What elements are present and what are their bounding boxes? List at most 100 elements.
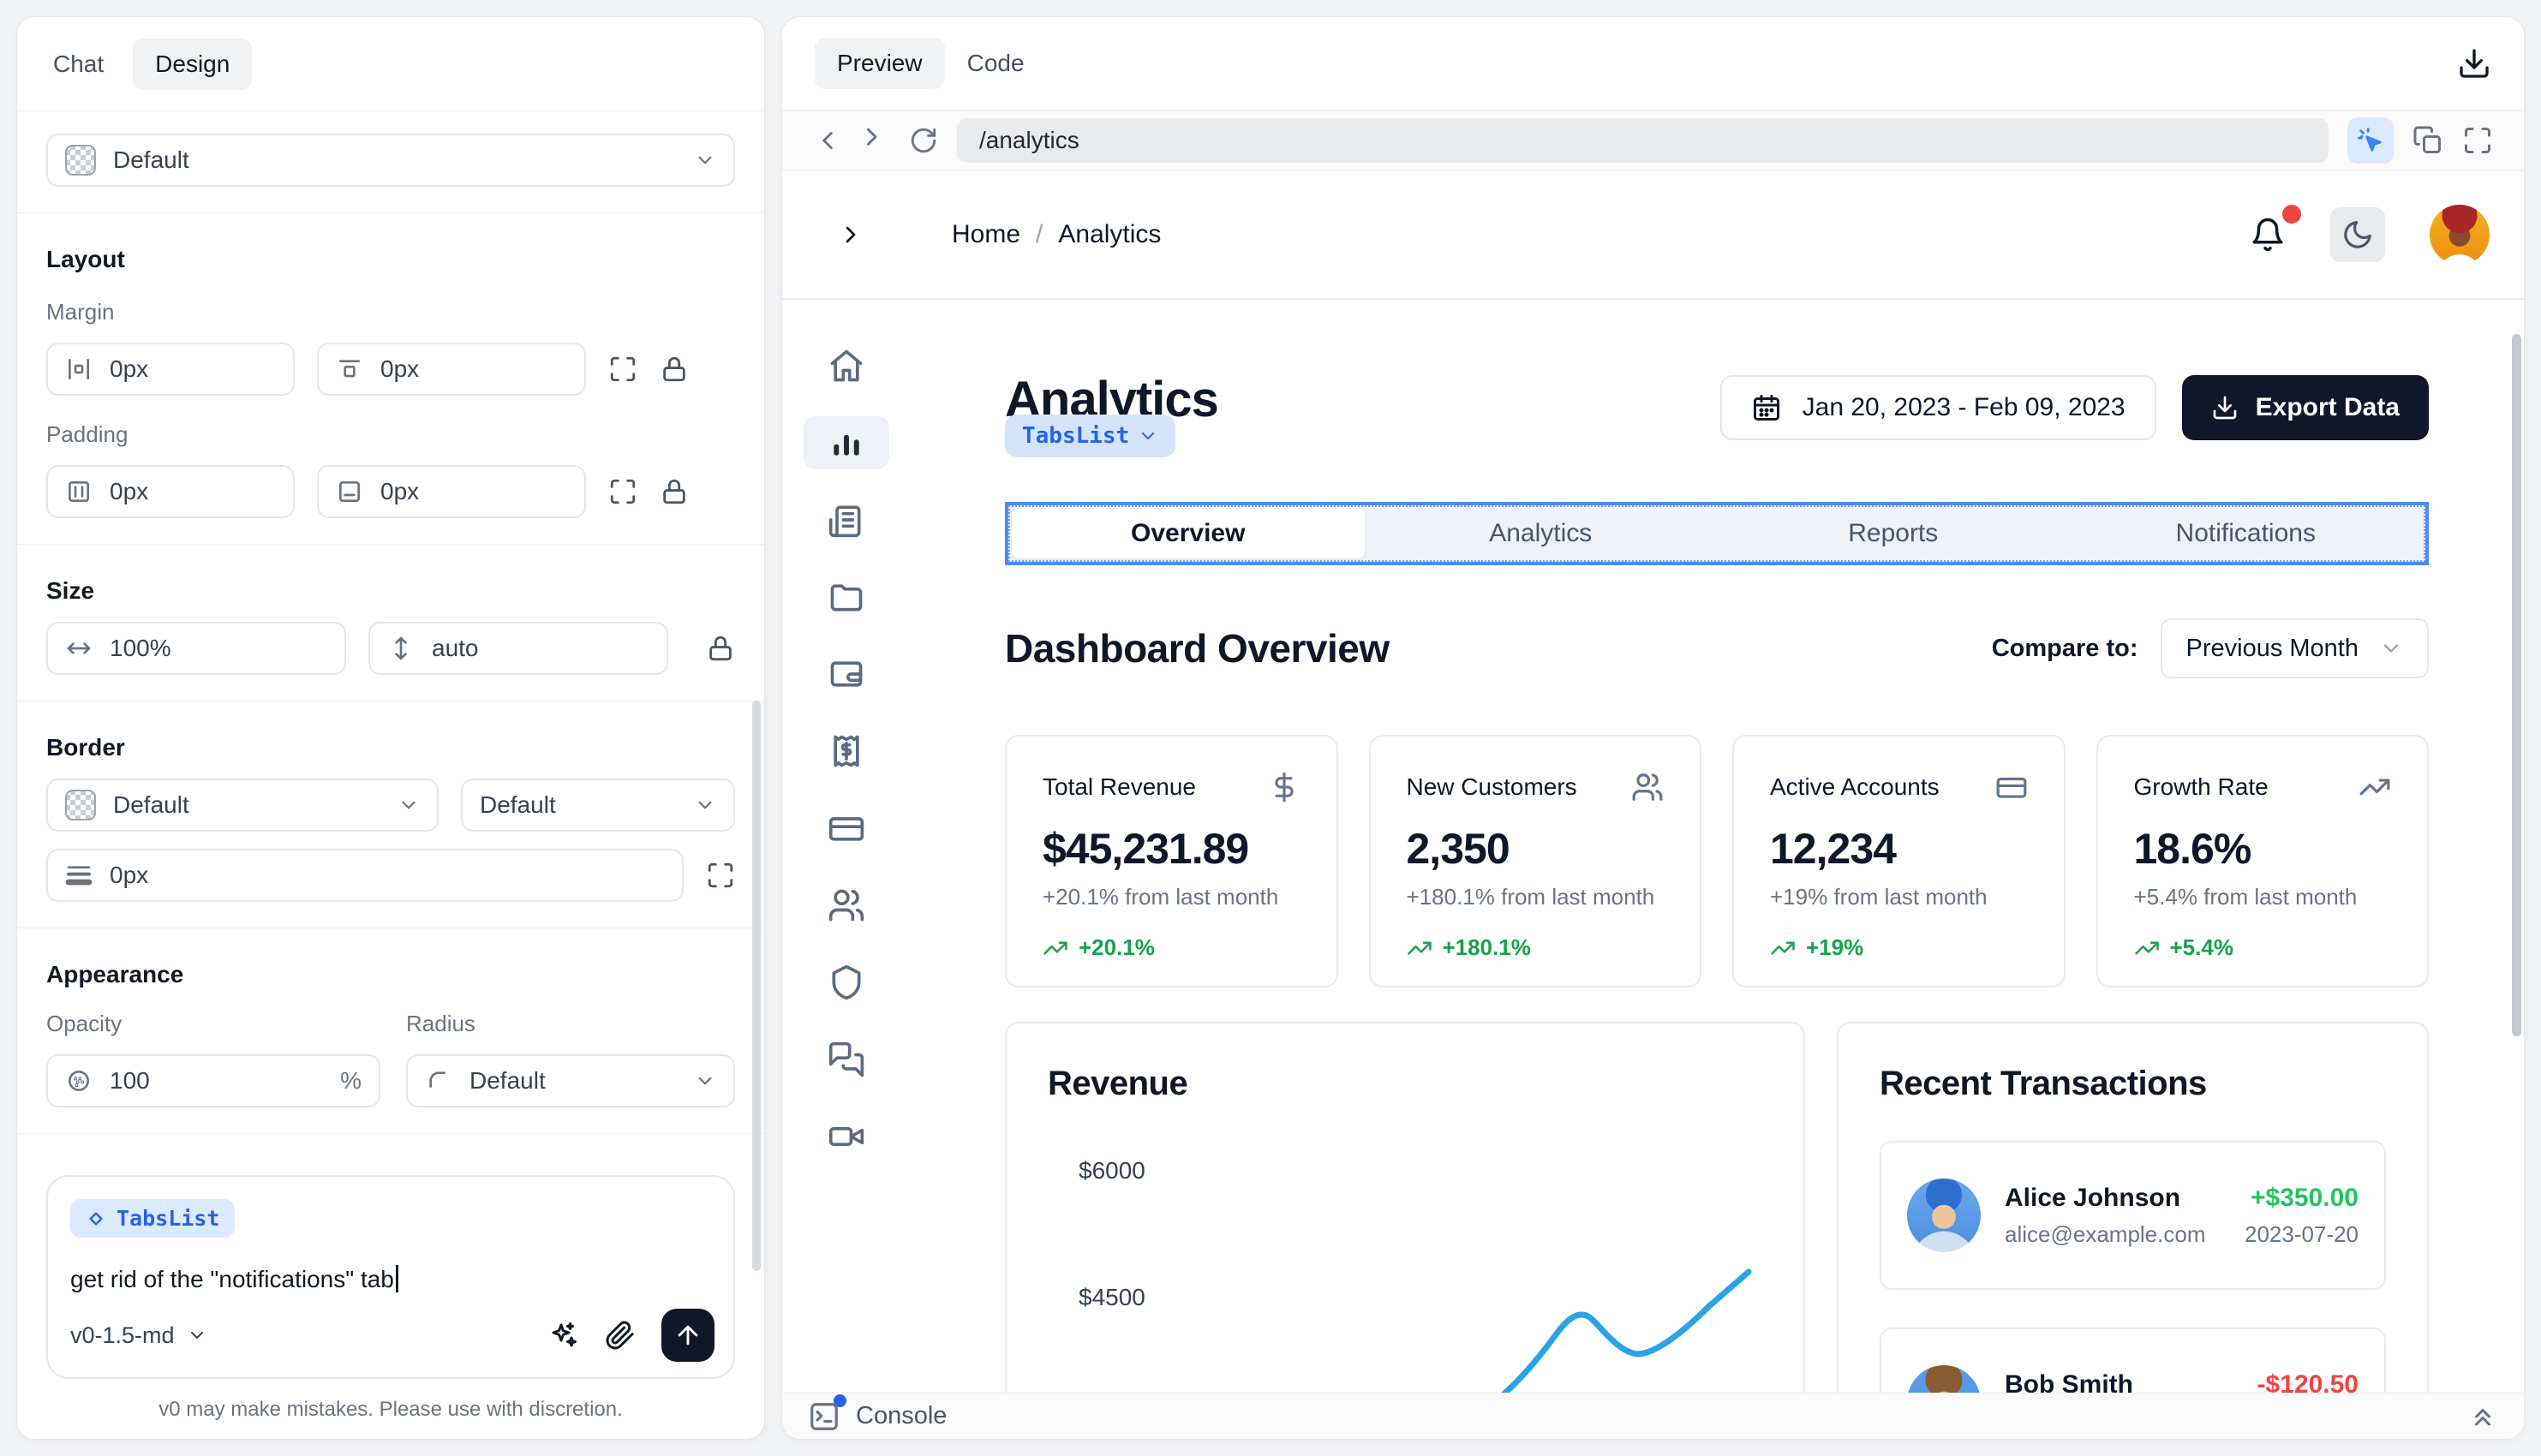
page-header: Analytics TabsList Jan 20, 2023 - Feb 09… xyxy=(1005,375,2429,457)
chevron-down-icon xyxy=(190,1332,203,1339)
prompt-composer[interactable]: TabsList get rid of the "notifications" … xyxy=(46,1175,735,1379)
attach-file-button[interactable] xyxy=(605,1320,636,1351)
tab-design[interactable]: Design xyxy=(133,38,253,90)
console-bar[interactable]: Console xyxy=(782,1393,2524,1439)
download-button[interactable] xyxy=(2457,46,2491,81)
margin-expand-button[interactable] xyxy=(608,355,637,384)
dollar-icon xyxy=(1274,772,1294,803)
padding-y-value: 0px xyxy=(380,478,420,504)
chevron-down-icon xyxy=(1142,433,1155,439)
border-width-input[interactable]: 0px xyxy=(46,849,684,902)
sidebar-item-home[interactable] xyxy=(804,339,889,392)
design-panel-tabs: Chat Design xyxy=(17,17,764,111)
export-data-button[interactable]: Export Data xyxy=(2181,375,2429,440)
paperclip-icon xyxy=(606,1321,634,1350)
opacity-value: 100 xyxy=(110,1067,150,1094)
bell-icon xyxy=(2252,218,2283,252)
height-input[interactable]: auto xyxy=(368,622,668,675)
design-panel-scrollbar[interactable] xyxy=(752,701,761,1271)
width-input[interactable]: 100% xyxy=(46,622,346,675)
revenue-chart-title: Revenue xyxy=(1048,1065,1188,1102)
sidebar-item-news[interactable] xyxy=(804,493,889,546)
size-lock-button[interactable] xyxy=(706,634,735,663)
stat-value: 12,234 xyxy=(1770,825,1897,873)
trending-up-icon xyxy=(2359,779,2390,796)
prompt-input[interactable]: get rid of the "notifications" tab xyxy=(70,1265,711,1293)
copy-button[interactable] xyxy=(2412,125,2443,156)
padding-y-input[interactable]: 0px xyxy=(317,465,586,518)
app-main: Analytics TabsList Jan 20, 2023 - Feb 09… xyxy=(911,300,2524,1439)
home-icon xyxy=(830,349,863,382)
margin-y-input[interactable]: 0px xyxy=(317,343,586,396)
transaction-row[interactable]: Alice Johnson alice@example.com +$350.00… xyxy=(1880,1141,2386,1290)
opacity-label: Opacity xyxy=(46,1011,123,1036)
notifications-button[interactable] xyxy=(2250,205,2301,253)
sidebar-item-users[interactable] xyxy=(804,879,889,932)
sidebar-item-files[interactable] xyxy=(804,570,889,624)
selected-element-chip[interactable]: TabsList xyxy=(70,1199,236,1238)
stat-card-new-customers: New Customers 2,350 +180.1% from last mo… xyxy=(1368,735,1701,988)
sidebar-item-billing[interactable] xyxy=(804,725,889,778)
enhance-prompt-button[interactable] xyxy=(548,1320,579,1351)
model-select[interactable]: v0-1.5-md xyxy=(70,1322,207,1349)
url-input[interactable]: /analytics xyxy=(957,118,2329,163)
stat-title: New Customers xyxy=(1406,773,1577,800)
sidebar-item-security[interactable] xyxy=(804,956,889,1009)
tab-notifications[interactable]: Notifications xyxy=(2070,509,2423,558)
breadcrumb-home[interactable]: Home xyxy=(952,220,1021,248)
sidebar-item-video[interactable] xyxy=(804,1110,889,1163)
chevron-down-icon xyxy=(402,801,416,809)
border-style-select[interactable]: Default xyxy=(46,779,439,832)
preview-scrollbar[interactable] xyxy=(2512,334,2521,1036)
margin-lock-button[interactable] xyxy=(660,355,689,384)
tab-preview[interactable]: Preview xyxy=(815,38,945,89)
margin-x-input[interactable]: 0px xyxy=(46,343,295,396)
tab-overview[interactable]: Overview xyxy=(1012,509,1365,558)
chevrons-up-icon xyxy=(2475,1408,2490,1425)
tab-analytics[interactable]: Analytics xyxy=(1365,509,1718,558)
send-button[interactable] xyxy=(661,1309,714,1362)
tab-chat[interactable]: Chat xyxy=(53,50,105,77)
padding-lock-button[interactable] xyxy=(660,477,689,506)
fullscreen-button[interactable] xyxy=(2462,125,2493,156)
date-range-picker[interactable]: Jan 20, 2023 - Feb 09, 2023 xyxy=(1719,375,2156,440)
forward-button[interactable] xyxy=(861,126,890,155)
selection-outline: Overview Analytics Reports Notifications xyxy=(1005,502,2429,565)
console-expand-button[interactable] xyxy=(2467,1401,2498,1432)
element-select[interactable]: Default xyxy=(46,134,735,187)
padding-expand-button[interactable] xyxy=(608,477,637,506)
inspect-button[interactable] xyxy=(2347,117,2394,164)
tab-reports[interactable]: Reports xyxy=(1717,509,2070,558)
transaction-name: Alice Johnson xyxy=(2005,1183,2181,1212)
selected-element-badge[interactable]: TabsList xyxy=(1005,415,1176,457)
opacity-icon xyxy=(69,1071,89,1091)
opacity-input[interactable]: 100 % xyxy=(46,1054,380,1107)
margin-y-icon xyxy=(339,360,360,378)
sidebar-item-wallet[interactable] xyxy=(804,647,889,701)
padding-x-input[interactable]: 0px xyxy=(46,465,295,518)
back-button[interactable] xyxy=(813,126,842,155)
sidebar-item-analytics[interactable] xyxy=(804,416,889,469)
sidebar-item-messages[interactable] xyxy=(804,1033,889,1086)
border-section-title: Border xyxy=(46,734,125,761)
sidebar-toggle-button[interactable] xyxy=(837,221,864,248)
radius-icon xyxy=(429,1071,445,1088)
sidebar-item-cards[interactable] xyxy=(804,802,889,855)
element-select-value: Default xyxy=(113,146,189,173)
layout-section-title: Layout xyxy=(46,246,125,272)
radius-select[interactable]: Default xyxy=(406,1054,735,1107)
app-sidebar xyxy=(782,300,911,1439)
border-side-select[interactable]: Default xyxy=(461,779,735,832)
trending-up-icon xyxy=(1043,941,1067,954)
design-properties: Default Layout Margin 0px 0px Padding xyxy=(17,111,764,1160)
y-axis-tick: $4500 xyxy=(1079,1284,1145,1310)
stat-value: 18.6% xyxy=(2133,825,2252,873)
dark-mode-toggle[interactable] xyxy=(2330,207,2385,262)
credit-card-icon xyxy=(1996,777,2026,798)
user-avatar[interactable] xyxy=(2430,205,2490,265)
tab-code[interactable]: Code xyxy=(966,50,1025,76)
border-expand-button[interactable] xyxy=(706,861,735,890)
compare-select[interactable]: Previous Month xyxy=(2160,618,2429,678)
refresh-button[interactable] xyxy=(909,126,938,155)
